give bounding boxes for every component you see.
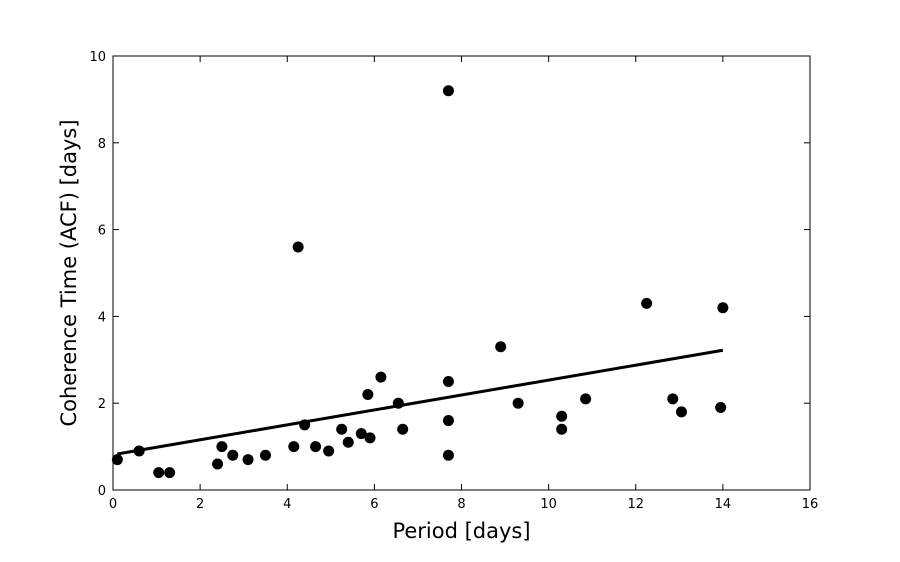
fit-line	[117, 348, 724, 456]
x-tick-label: 12	[627, 497, 644, 512]
x-tick-label: 4	[283, 497, 291, 512]
y-axis-label: Coherence Time (ACF) [days]	[57, 119, 81, 426]
data-point	[667, 393, 679, 405]
data-point	[364, 432, 376, 444]
x-tick-label: 2	[196, 497, 204, 512]
data-point	[556, 423, 568, 435]
data-point	[259, 449, 271, 461]
data-point	[133, 445, 145, 457]
x-tick-label: 0	[109, 497, 117, 512]
fit-line-group	[117, 348, 724, 456]
data-point	[442, 376, 454, 387]
data-point	[375, 371, 387, 383]
x-axis-label: Period [days]	[392, 519, 530, 543]
data-point	[212, 458, 224, 470]
data-point	[580, 393, 592, 405]
data-point	[242, 454, 254, 466]
y-tick-label: 0	[98, 484, 106, 499]
plot-area	[112, 55, 811, 491]
x-tick-label: 16	[802, 497, 819, 512]
y-tick-label: 4	[98, 310, 106, 325]
data-point	[362, 389, 374, 401]
data-point	[310, 441, 322, 453]
y-tick-label: 8	[98, 137, 106, 152]
data-point	[397, 423, 409, 435]
data-points	[111, 85, 729, 479]
x-tick-label: 8	[457, 497, 465, 512]
data-point	[288, 441, 300, 453]
x-tick-label: 14	[715, 497, 732, 512]
data-point	[556, 410, 568, 422]
data-point	[495, 341, 507, 353]
data-point	[336, 423, 348, 435]
data-point	[323, 445, 335, 457]
y-tick-label: 10	[89, 50, 106, 65]
data-point	[355, 428, 367, 440]
data-point	[512, 397, 524, 409]
data-point	[227, 449, 239, 461]
data-point	[442, 449, 454, 461]
data-point	[292, 241, 304, 253]
data-point	[111, 454, 123, 466]
data-point	[216, 441, 228, 453]
data-point	[164, 467, 176, 479]
data-point	[342, 436, 354, 448]
data-point	[392, 397, 404, 409]
data-point	[299, 419, 311, 431]
x-tick-label: 10	[540, 497, 557, 512]
data-point	[641, 297, 653, 309]
data-point	[442, 415, 454, 427]
y-tick-label: 2	[98, 397, 106, 412]
x-tick-label: 6	[370, 497, 378, 512]
axis-ticks: 0 2 4 6 8 10 12 14 16 0 2 4 6 8 10	[89, 50, 818, 512]
data-point	[717, 302, 729, 314]
data-point	[715, 402, 727, 414]
data-point	[153, 467, 165, 479]
y-tick-label: 6	[98, 224, 106, 239]
data-point	[675, 406, 687, 418]
data-point	[442, 85, 454, 97]
